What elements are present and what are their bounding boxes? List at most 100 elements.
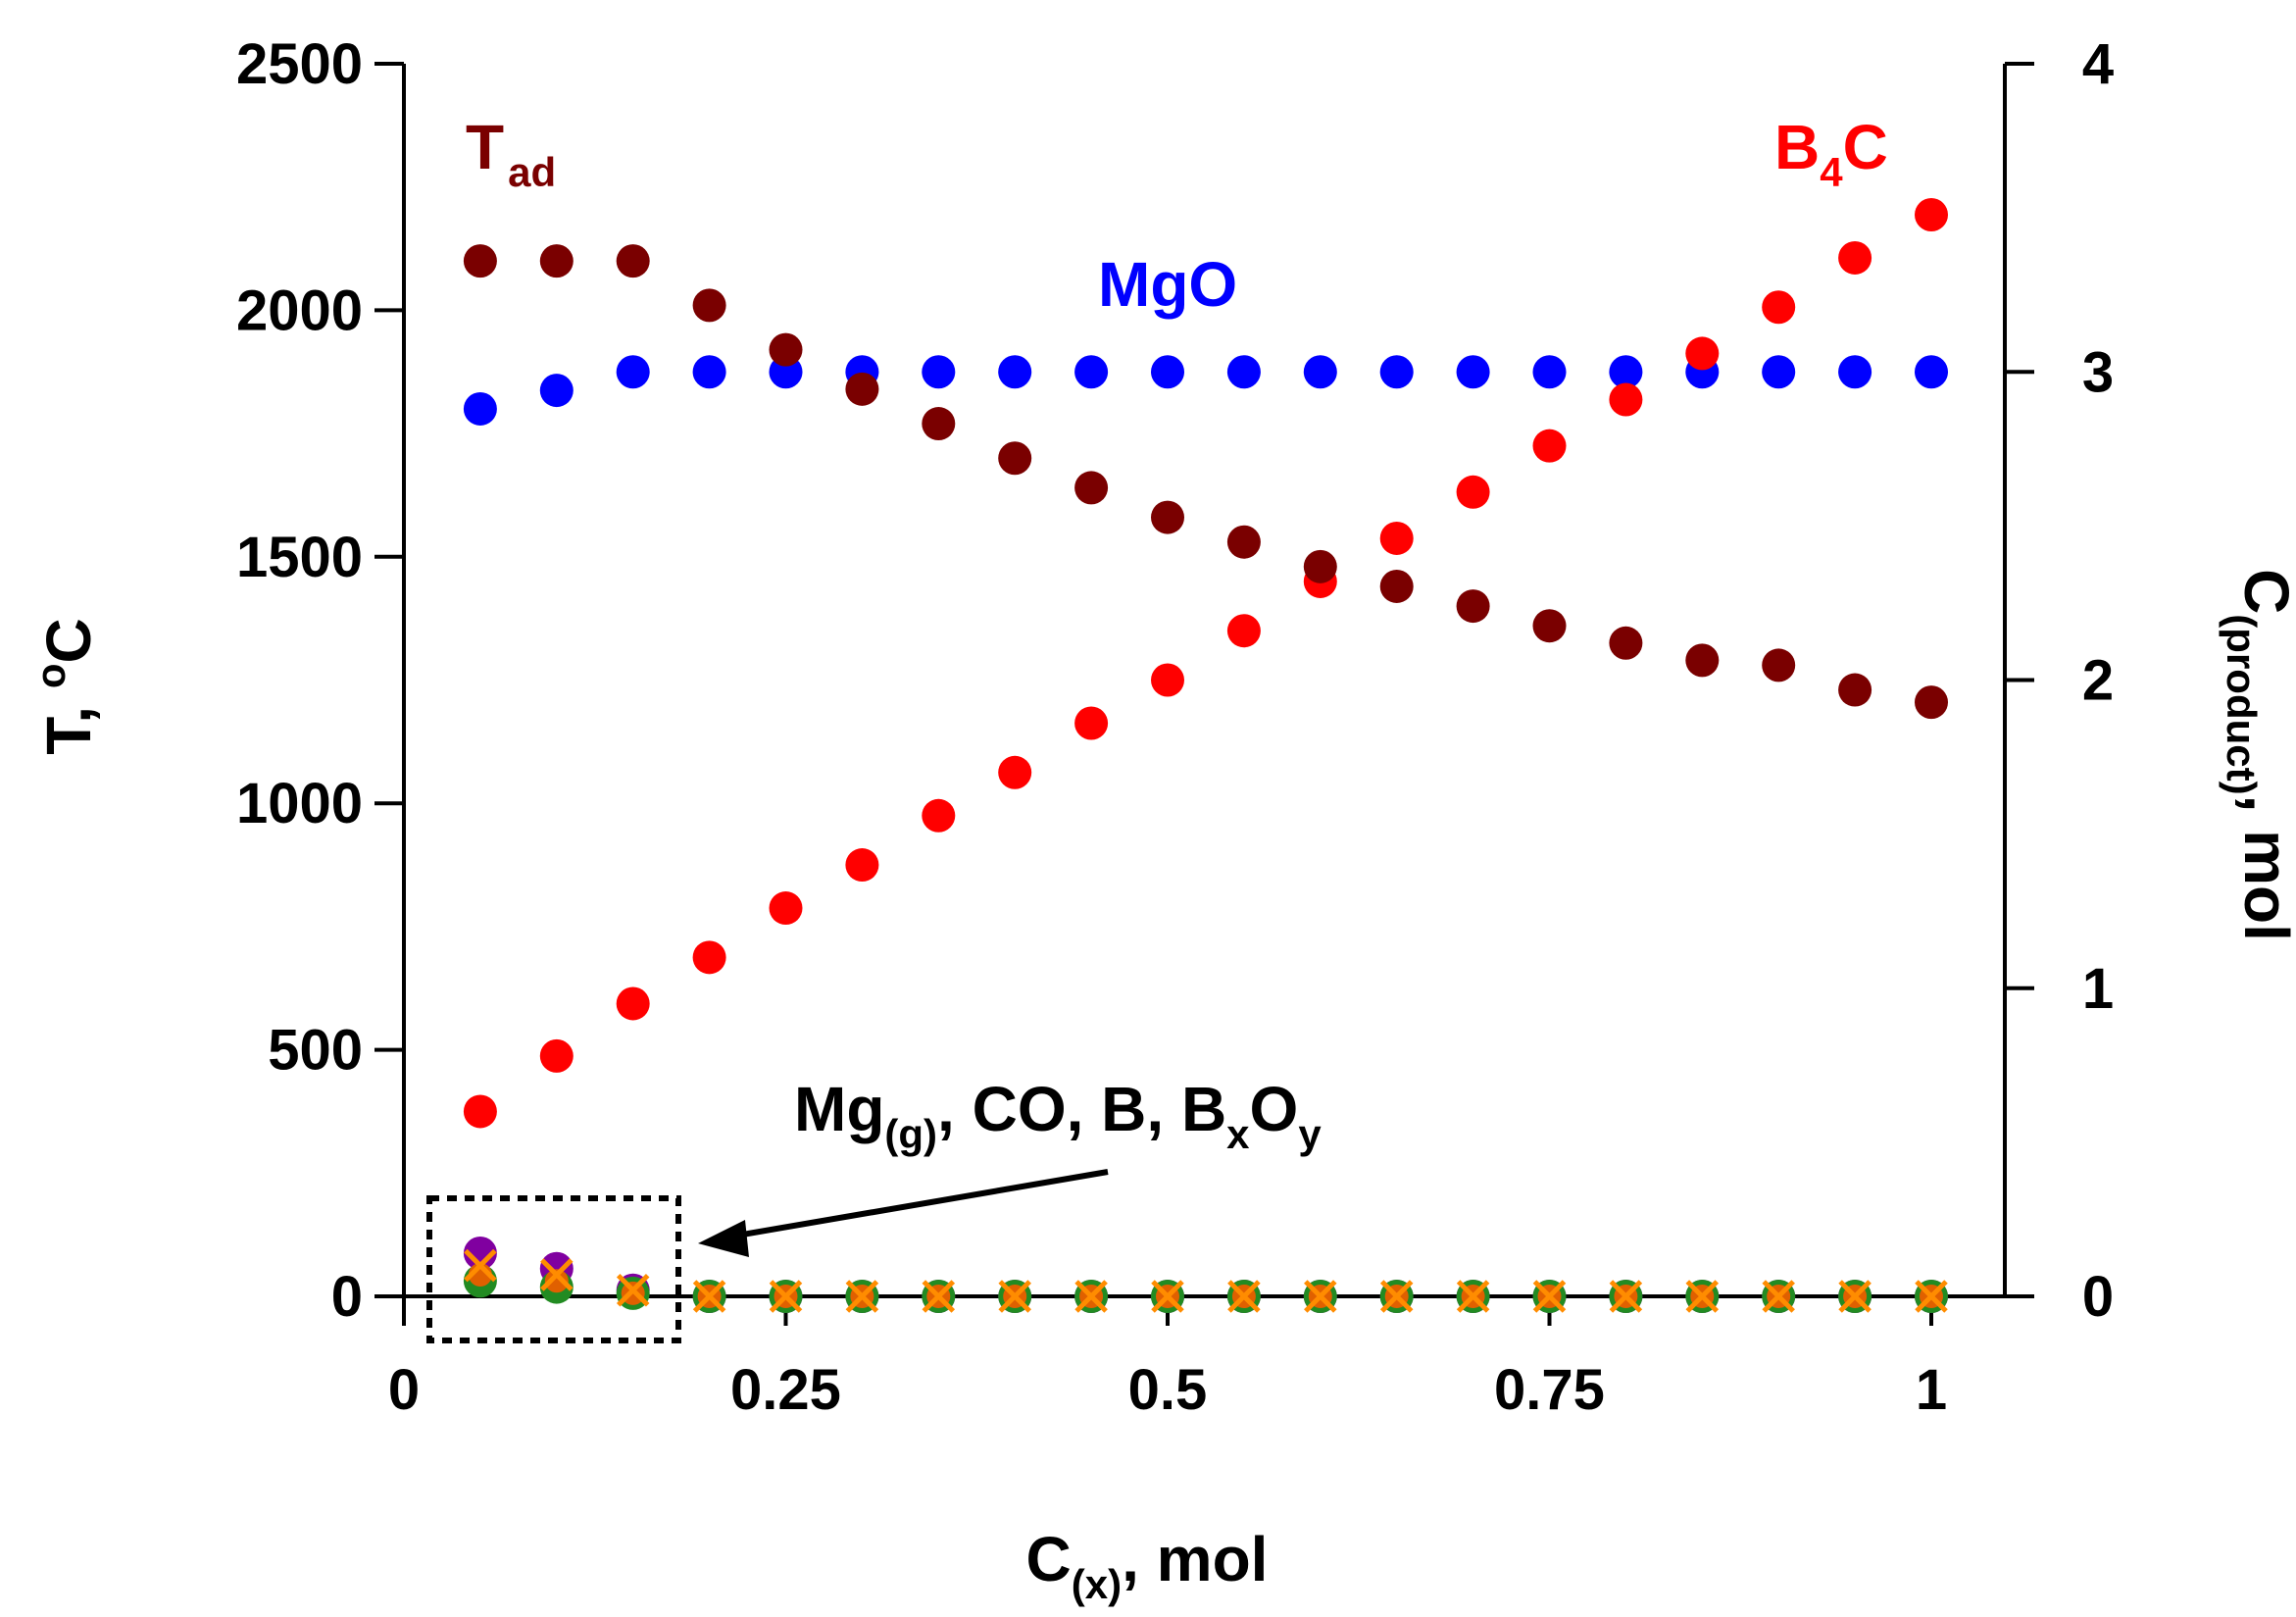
- point-b: [1532, 1280, 1567, 1313]
- data-marks: [463, 197, 1948, 1313]
- point-tad: [1379, 569, 1414, 603]
- point-mgo: [1762, 355, 1796, 389]
- point-b: [1685, 1280, 1720, 1313]
- point-b: [1762, 1280, 1795, 1313]
- point-b: [1456, 1280, 1490, 1313]
- annotation-arrow-head: [698, 1220, 749, 1257]
- x-axis-title: C(x), mol: [1026, 1524, 1269, 1607]
- x-tick-label: 0.75: [1494, 1358, 1605, 1422]
- point-b: [1227, 1280, 1261, 1313]
- point-tad: [463, 244, 497, 278]
- point-mgo: [539, 374, 574, 408]
- y-right-tick-label: 0: [2082, 1265, 2114, 1329]
- series-label-tad: Tad: [466, 112, 556, 195]
- x-tick-label: 0: [388, 1358, 420, 1422]
- point-tad: [1151, 500, 1184, 534]
- point-mgo: [1838, 355, 1872, 389]
- point-mgo: [616, 355, 650, 389]
- point-mg-g-: [463, 1237, 497, 1271]
- y-axis-left-title: T, oC: [27, 618, 104, 754]
- point-b: [1151, 1280, 1184, 1313]
- series-label-mgo: MgO: [1098, 249, 1237, 320]
- point-b4c: [1915, 197, 1948, 231]
- point-b: [464, 1248, 497, 1283]
- point-b: [922, 1280, 956, 1313]
- point-b4c: [1226, 614, 1261, 648]
- point-b: [845, 1280, 879, 1313]
- point-mgo: [1456, 355, 1490, 389]
- point-tad: [1074, 471, 1109, 505]
- point-b: [692, 1280, 726, 1313]
- point-tad: [1762, 648, 1796, 682]
- x-tick-label: 0.5: [1128, 1358, 1208, 1422]
- series-label-b4c: B4C: [1774, 112, 1888, 195]
- point-tad: [692, 288, 726, 323]
- point-tad: [922, 407, 956, 441]
- y-left-tick-label: 1500: [236, 526, 363, 589]
- point-b4c: [922, 798, 956, 833]
- point-mgo: [1074, 355, 1109, 389]
- point-b4c: [845, 848, 879, 883]
- point-tad: [1915, 685, 1948, 720]
- y-right-tick-label: 1: [2082, 957, 2114, 1021]
- point-tad: [1226, 525, 1261, 559]
- y-right-tick-label: 2: [2082, 649, 2114, 713]
- point-mgo: [1151, 355, 1184, 389]
- point-b: [1304, 1280, 1337, 1313]
- point-mgo: [1609, 355, 1643, 389]
- point-tad: [845, 372, 879, 406]
- point-tad: [1685, 643, 1720, 678]
- y-left-tick-label: 2000: [236, 278, 363, 342]
- y-axis-right-title: C(product), mol: [2219, 569, 2296, 941]
- point-tad: [1838, 673, 1872, 707]
- point-mgo: [1532, 355, 1567, 389]
- point-b: [998, 1280, 1031, 1313]
- point-b: [540, 1258, 574, 1291]
- point-b: [616, 1273, 650, 1307]
- point-tad: [539, 244, 574, 278]
- point-b4c: [1685, 336, 1720, 371]
- point-b4c: [1838, 240, 1872, 275]
- point-mgo: [463, 391, 497, 426]
- y-left-tick-label: 500: [268, 1019, 363, 1083]
- y-right-tick-label: 3: [2082, 340, 2114, 404]
- point-b4c: [616, 986, 650, 1021]
- point-b4c: [692, 940, 726, 975]
- point-b4c: [998, 755, 1032, 789]
- point-b4c: [1532, 429, 1567, 463]
- point-mgo: [1915, 355, 1948, 389]
- annotation-box: [426, 1195, 681, 1343]
- annotation-arrow-line: [724, 1169, 1109, 1240]
- point-b: [1838, 1280, 1872, 1313]
- point-tad: [616, 244, 650, 278]
- point-b: [769, 1280, 803, 1313]
- y-right-tick-label: 4: [2082, 32, 2114, 96]
- point-mgo: [692, 355, 726, 389]
- point-mgo: [1303, 355, 1337, 389]
- point-b4c: [1151, 663, 1184, 697]
- annotation-minor-products: Mg(g), CO, B, BxOy: [794, 1074, 1322, 1157]
- point-b: [1609, 1280, 1643, 1313]
- point-b4c: [1456, 475, 1490, 509]
- point-b: [1915, 1280, 1948, 1313]
- point-b4c: [463, 1094, 497, 1129]
- point-b4c: [1609, 382, 1643, 417]
- point-tad: [1456, 589, 1490, 624]
- point-b: [1074, 1280, 1108, 1313]
- point-b: [1379, 1280, 1414, 1313]
- x-tick-label: 0.25: [730, 1358, 841, 1422]
- point-mgo: [1379, 355, 1414, 389]
- point-b4c: [1379, 521, 1414, 555]
- point-mgo: [922, 355, 956, 389]
- x-tick-label: 1: [1916, 1358, 1947, 1422]
- point-tad: [769, 332, 803, 367]
- ticks: 0 500 1000 1500 2000 2500 0 1 2 3 4 0 0.25 0.5 0.75 1: [236, 32, 2114, 1422]
- point-tad: [998, 441, 1032, 476]
- point-b4c: [1074, 706, 1109, 740]
- y-left-tick-label: 2500: [236, 32, 363, 96]
- point-b4c: [1762, 290, 1796, 325]
- point-bxoy: [544, 1269, 569, 1293]
- point-b4c: [769, 891, 803, 926]
